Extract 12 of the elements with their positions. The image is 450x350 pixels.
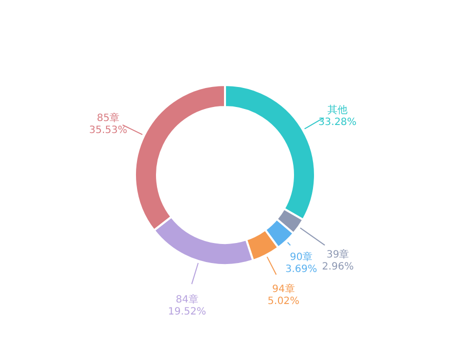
data-label: 5.02% bbox=[268, 296, 300, 307]
data-label: 2.96% bbox=[322, 261, 354, 272]
data-label: 3.69% bbox=[285, 264, 318, 276]
data-label: 19.52% bbox=[168, 306, 206, 318]
slice-label: 其他 bbox=[327, 104, 348, 116]
slice-label: 85章 bbox=[96, 112, 120, 124]
slice-label: 94章 bbox=[272, 282, 295, 295]
slice-label: 90章 bbox=[290, 251, 313, 264]
data-label: 35.53% bbox=[89, 124, 128, 136]
slice-label: 84章 bbox=[176, 293, 198, 306]
data-label: 33.28% bbox=[318, 116, 357, 128]
slice-label: 39章 bbox=[326, 248, 350, 260]
